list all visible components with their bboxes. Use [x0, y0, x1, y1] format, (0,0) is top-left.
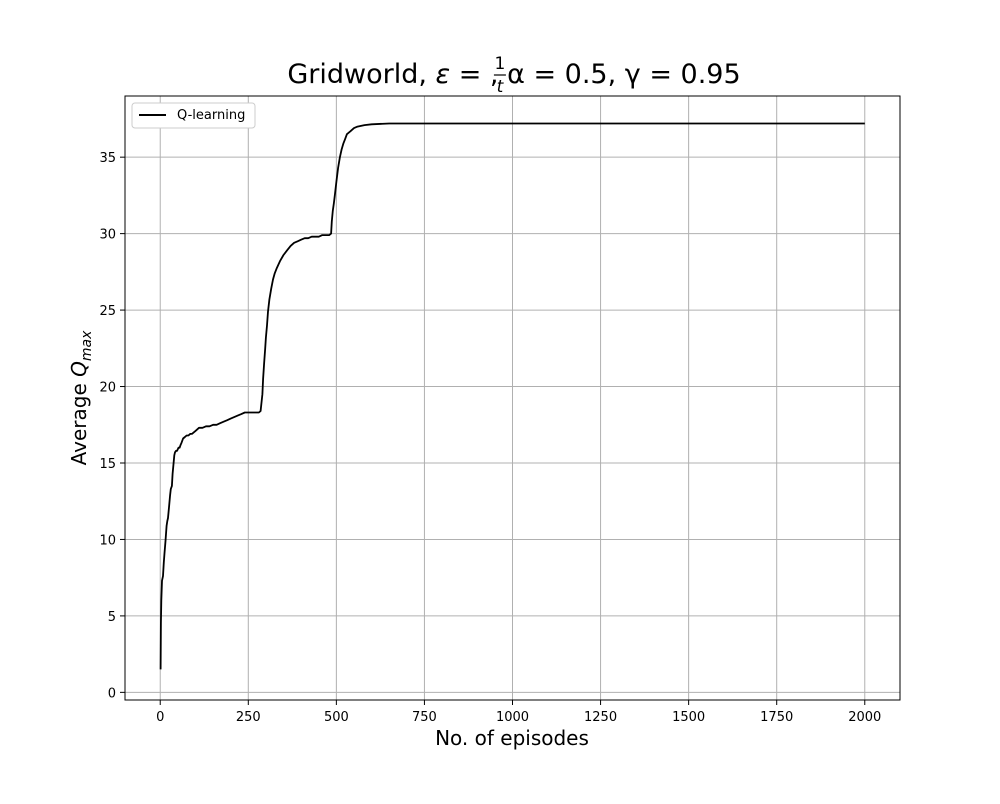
y-tick-label: 35: [99, 151, 116, 166]
title-prefix: Gridworld,: [287, 59, 435, 90]
x-tick-label: 0: [156, 710, 164, 725]
legend-label-q-learning: Q-learning: [177, 108, 245, 123]
x-tick-label: 750: [412, 710, 437, 725]
y-axis-title-q: Q: [67, 361, 91, 377]
y-tick-label: 30: [99, 228, 116, 243]
legend: Q-learning: [131, 102, 256, 129]
title-epsilon: ε: [436, 59, 451, 90]
grid: [125, 96, 900, 700]
y-tick-label: 0: [108, 686, 116, 701]
y-tick-label: 15: [99, 457, 116, 472]
axis-ticks: 0 250 500 750 1000 1250 1500 1750 2000 0 5 10 15 20 25…: [99, 151, 881, 725]
x-tick-label: 1750: [760, 710, 793, 725]
x-tick-label: 2000: [848, 710, 881, 725]
x-tick-label: 1000: [496, 710, 529, 725]
x-tick-label: 1250: [584, 710, 617, 725]
title-alpha-part: , α = 0.5,: [490, 59, 625, 90]
chart-title: Gridworld, ε = , α = 0.5, γ = 0.95: [287, 59, 740, 90]
title-equals: =: [450, 59, 490, 90]
x-axis-title: No. of episodes: [435, 726, 589, 750]
series-layer: [159, 122, 865, 670]
title-fraction-denominator: t: [497, 77, 505, 97]
y-axis-title: Average Qmax: [67, 330, 95, 465]
x-tick-label: 250: [236, 710, 261, 725]
y-tick-label: 5: [108, 610, 116, 625]
y-tick-label: 25: [99, 304, 116, 319]
legend-box: [131, 102, 256, 129]
series-line-q-learning: [159, 122, 865, 670]
y-tick-label: 10: [99, 533, 116, 548]
x-tick-label: 1500: [672, 710, 705, 725]
y-axis-title-main: Average: [67, 377, 91, 466]
x-tick-label: 500: [324, 710, 349, 725]
title-fraction: 1 t: [493, 54, 506, 97]
y-tick-label: 20: [99, 381, 116, 396]
title-gamma-part: γ = 0.95: [625, 59, 741, 90]
title-fraction-numerator: 1: [495, 54, 506, 74]
y-axis-title-subscript: max: [79, 330, 95, 361]
